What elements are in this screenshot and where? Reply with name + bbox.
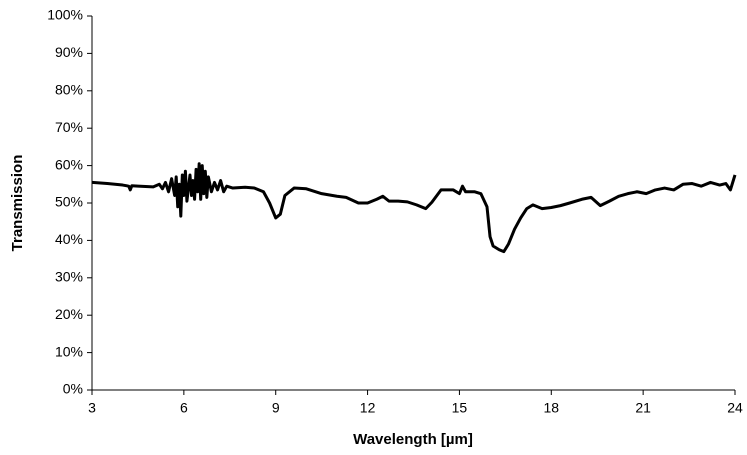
y-tick-label: 90% [55,44,83,60]
x-tick-label: 12 [360,400,376,416]
y-tick-label: 40% [55,231,83,247]
y-tick-label: 20% [55,306,83,322]
x-tick-label: 21 [635,400,651,416]
y-tick-label: 10% [55,343,83,359]
x-tick-label: 3 [88,400,96,416]
y-tick-label: 30% [55,269,83,285]
x-tick-label: 18 [543,400,559,416]
x-tick-label: 9 [272,400,280,416]
y-tick-label: 60% [55,156,83,172]
y-tick-label: 100% [47,7,83,23]
x-axis-title: Wavelength [µm] [353,431,473,448]
y-tick-label: 80% [55,82,83,98]
y-tick-label: 0% [63,381,83,397]
x-tick-label: 24 [727,400,743,416]
x-tick-label: 6 [180,400,188,416]
y-tick-label: 70% [55,119,83,135]
x-tick-label: 15 [452,400,468,416]
data-line [91,162,737,254]
y-axis-title: Transmission [9,155,26,252]
y-tick-label: 50% [55,194,83,210]
